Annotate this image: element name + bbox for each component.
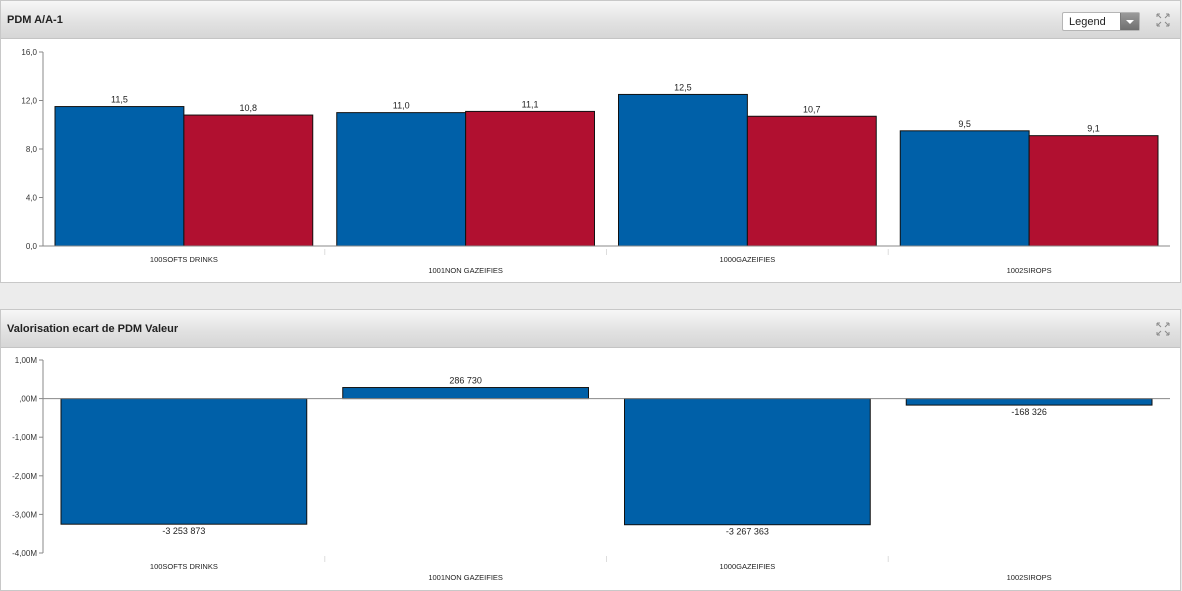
chevron-down-icon[interactable] (1120, 13, 1139, 30)
category-label: 1001NON GAZEIFIES (428, 266, 503, 275)
bar (54, 106, 185, 247)
bar (336, 112, 467, 247)
data-label: 9,5 (958, 119, 971, 129)
panel-header: Valorisation ecart de PDM Valeur (1, 310, 1180, 348)
y-tick-label: 4,0 (26, 194, 38, 203)
expand-icon[interactable] (1156, 13, 1170, 27)
bar (342, 387, 589, 400)
legend-dropdown[interactable]: Legend (1062, 12, 1140, 31)
bar (465, 110, 595, 247)
data-label: 11,5 (111, 95, 128, 105)
data-label: -3 253 873 (162, 526, 205, 536)
bar (1028, 135, 1159, 247)
category-label: 100SOFTS DRINKS (150, 255, 218, 264)
legend-dropdown-label: Legend (1069, 16, 1106, 28)
valorisation-chart-panel: Valorisation ecart de PDM Valeur 1,00M ,0… (0, 309, 1181, 591)
y-tick-label: 12,0 (21, 97, 37, 106)
y-tick-label: -1,00M (12, 433, 37, 442)
pdm-chart-panel: PDM A/A-1 Legend 0,0 4,0 8,0 12,0 16,0 11,5 11… (0, 0, 1181, 283)
bar (905, 398, 1153, 406)
data-label: 11,1 (522, 99, 539, 109)
panel-title: Valorisation ecart de PDM Valeur (7, 323, 179, 335)
bar (60, 398, 308, 525)
y-tick-label: -4,00M (12, 549, 37, 558)
data-label: 286 730 (449, 376, 482, 386)
expand-icon[interactable] (1156, 322, 1170, 336)
category-label: 1002SIROPS (1007, 266, 1052, 275)
category-label: 1002SIROPS (1007, 573, 1052, 582)
y-tick-label: 16,0 (21, 48, 37, 57)
panel-title: PDM A/A-1 (7, 14, 63, 26)
bar (618, 93, 748, 247)
data-label: 10,8 (240, 103, 258, 113)
bar (183, 114, 314, 247)
y-tick-label: -2,00M (12, 472, 37, 481)
category-label: 100SOFTS DRINKS (150, 562, 218, 571)
category-label: 1000GAZEIFIES (719, 562, 775, 571)
y-tick-label: 8,0 (26, 145, 38, 154)
y-tick-label: 1,00M (15, 356, 38, 365)
y-tick-label: -3,00M (12, 510, 37, 519)
bar (624, 398, 871, 526)
y-tick-label: 0,0 (26, 242, 38, 251)
valorisation-bar-chart: 1,00M ,00M -1,00M -2,00M -3,00M -4,00M -3 253 … (12, 356, 1170, 582)
data-label: 10,7 (803, 104, 821, 114)
panel-header: PDM A/A-1 Legend (1, 1, 1180, 39)
category-label: 1000GAZEIFIES (719, 255, 775, 264)
y-tick-label: ,00M (19, 395, 37, 404)
pdm-bar-chart: 0,0 4,0 8,0 12,0 16,0 11,5 11,0 12,5 9,5 10,8 11,1… (21, 48, 1170, 275)
data-label: 11,0 (393, 101, 410, 111)
data-label: 12,5 (674, 82, 692, 92)
data-label: -3 267 363 (726, 527, 769, 537)
data-label: 9,1 (1087, 124, 1100, 134)
bar (746, 115, 877, 247)
bar (899, 130, 1030, 247)
data-label: -168 326 (1011, 407, 1047, 417)
category-label: 1001NON GAZEIFIES (428, 573, 503, 582)
